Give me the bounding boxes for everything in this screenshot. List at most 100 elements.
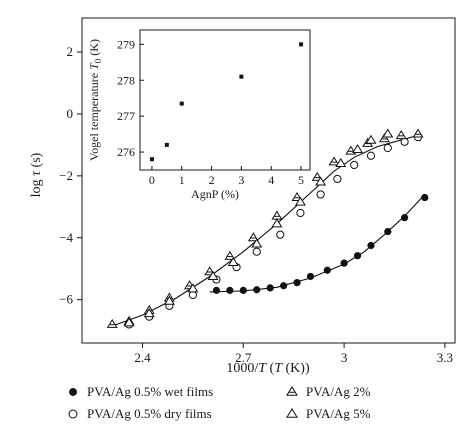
x-axis-label-unit: (K)) bbox=[282, 361, 310, 376]
x-axis-label-var2: T bbox=[274, 361, 283, 376]
legend-item: PVA/Ag 0.5% dry films bbox=[68, 406, 212, 421]
data-point bbox=[296, 208, 305, 218]
inset-plot-frame bbox=[139, 29, 311, 171]
data-point-shape bbox=[328, 156, 340, 166]
data-point-shape bbox=[227, 256, 239, 267]
legend-label: PVA/Ag 0.5% wet films bbox=[87, 384, 213, 399]
data-point-shape bbox=[187, 283, 199, 293]
data-point-shape bbox=[271, 210, 283, 220]
y-tick-label: −4 bbox=[59, 230, 73, 245]
inset-x-tick-label: 1 bbox=[179, 173, 185, 187]
data-point bbox=[123, 317, 135, 327]
inset-x-tick-label: 3 bbox=[238, 173, 244, 187]
legend-label: PVA/Ag 2% bbox=[306, 384, 371, 399]
x-tick-label: 2.4 bbox=[134, 350, 151, 365]
data-point bbox=[294, 196, 306, 206]
data-point bbox=[333, 174, 342, 184]
inset-y-axis-ticks: 276 277 278 279 bbox=[117, 37, 144, 159]
data-point-shape bbox=[247, 232, 259, 242]
inset-x-tick-label: 2 bbox=[209, 173, 215, 187]
data-point-shape bbox=[395, 130, 407, 140]
inset-x-axis-label: AgnP (%) bbox=[191, 187, 239, 201]
legend-item: PVA/Ag 5% bbox=[286, 406, 371, 421]
data-point bbox=[251, 238, 263, 248]
data-point bbox=[350, 160, 359, 170]
data-point bbox=[239, 286, 247, 294]
data-point bbox=[212, 286, 221, 294]
data-point bbox=[366, 151, 376, 160]
x-tick-label: 3.3 bbox=[437, 350, 453, 365]
data-point-shape bbox=[123, 317, 135, 327]
data-point-shape bbox=[335, 157, 347, 167]
legend-marker bbox=[68, 409, 78, 419]
data-point bbox=[224, 250, 236, 260]
inset-plot: 0 1 2 3 4 5 276 277 278 279 AgnP (%) Vogel tempe… bbox=[87, 29, 311, 201]
data-points bbox=[106, 128, 429, 329]
data-point-shape bbox=[163, 295, 175, 305]
data-point-shape bbox=[207, 270, 219, 280]
data-point bbox=[143, 308, 155, 318]
inset-data-point bbox=[239, 74, 244, 79]
inset-y-tick-label: 279 bbox=[117, 37, 135, 51]
legend-marker bbox=[286, 385, 298, 396]
data-point-shape bbox=[271, 218, 283, 228]
legend-item: PVA/Ag 2% bbox=[286, 384, 371, 399]
data-point bbox=[271, 210, 283, 220]
y-tick-label: −2 bbox=[59, 168, 73, 183]
data-point bbox=[378, 133, 390, 143]
legend-label: PVA/Ag 5% bbox=[306, 406, 371, 421]
data-point-shape bbox=[224, 250, 236, 260]
inset-data-point bbox=[179, 101, 184, 106]
data-point-shape bbox=[365, 134, 377, 144]
inset-x-tick-label: 4 bbox=[268, 173, 274, 187]
data-point bbox=[323, 266, 331, 274]
data-point bbox=[253, 286, 261, 294]
data-point bbox=[306, 272, 315, 281]
data-point bbox=[315, 176, 327, 186]
data-point bbox=[247, 232, 259, 242]
data-point bbox=[280, 282, 288, 290]
data-point-shape bbox=[251, 238, 263, 248]
y-axis-label-var: τ bbox=[29, 170, 44, 176]
x-axis-label-open: ( bbox=[266, 361, 275, 376]
data-point-shape bbox=[315, 176, 327, 186]
data-point bbox=[365, 134, 377, 144]
inset-y-tick-label: 276 bbox=[117, 145, 135, 159]
data-point-shape bbox=[294, 196, 306, 206]
data-point bbox=[271, 218, 283, 228]
y-axis-label-prefix: log bbox=[29, 176, 44, 197]
data-point bbox=[353, 252, 362, 260]
data-point bbox=[395, 130, 407, 140]
x-axis-ticks: 2.4 2.7 3 3.3 bbox=[134, 343, 453, 365]
x-tick-label: 2.7 bbox=[235, 350, 252, 365]
main-plot-frame bbox=[81, 17, 456, 344]
data-point bbox=[328, 156, 340, 166]
inset-x-axis-ticks: 0 1 2 3 4 5 bbox=[149, 166, 304, 187]
data-point bbox=[227, 256, 239, 267]
y-axis-ticks: −6 −4 −2 0 2 bbox=[59, 44, 82, 307]
y-tick-label: 0 bbox=[67, 106, 74, 121]
inset-y-tick-label: 278 bbox=[117, 73, 135, 87]
data-point bbox=[382, 128, 394, 138]
data-point bbox=[400, 137, 409, 146]
inset-y-axis-label-sub: 0 bbox=[93, 58, 103, 63]
data-point-shape bbox=[382, 128, 394, 138]
inset-y-axis-label-var: T bbox=[87, 62, 101, 70]
data-point bbox=[340, 259, 348, 267]
inset-data-points bbox=[149, 42, 304, 162]
x-axis-label-var: T bbox=[258, 361, 267, 376]
legend-marker-shape bbox=[286, 385, 298, 396]
legend: PVA/Ag 0.5% wet films PVA/Ag 0.5% dry fil… bbox=[68, 384, 371, 421]
data-point bbox=[188, 290, 197, 300]
series-4 bbox=[123, 128, 394, 327]
data-point bbox=[226, 286, 234, 294]
data-point-shape bbox=[352, 143, 364, 154]
inset-data-point bbox=[299, 42, 304, 47]
inset-y-axis-label-unit: (K) bbox=[87, 39, 101, 59]
data-point-shape bbox=[412, 128, 424, 138]
legend-marker bbox=[286, 407, 298, 418]
data-point-shape bbox=[106, 318, 118, 328]
inset-y-axis-label-text: Vogel temperature bbox=[87, 70, 101, 161]
data-point bbox=[187, 283, 199, 293]
legend-marker-shape bbox=[286, 407, 298, 418]
